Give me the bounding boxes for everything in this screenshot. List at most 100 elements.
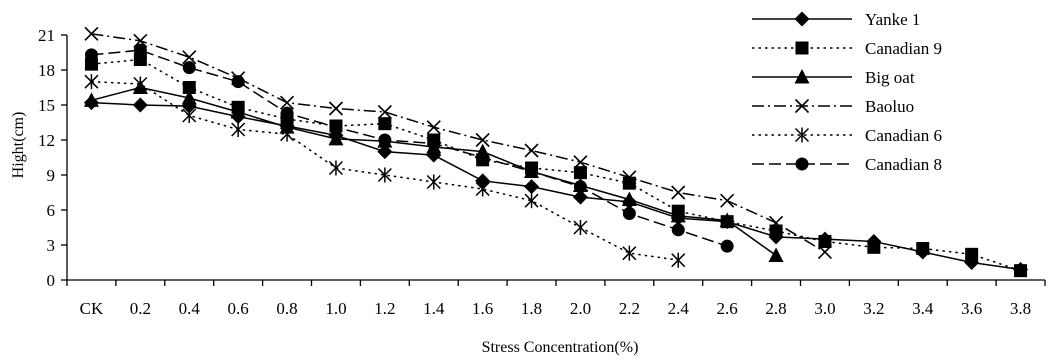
data-point [84, 48, 98, 62]
marker-stroke [328, 101, 344, 116]
data-point [84, 74, 99, 90]
data-point [133, 33, 148, 48]
chart-series [83, 26, 1029, 278]
x-tick-label: 3.6 [961, 299, 982, 318]
data-point [377, 144, 393, 160]
marker-stroke [182, 50, 197, 65]
y-tick-label: 12 [38, 131, 55, 150]
data-point [426, 174, 441, 190]
x-tick-label: 0.4 [179, 299, 201, 318]
data-point [795, 157, 809, 171]
data-point [573, 220, 588, 235]
data-point [279, 95, 295, 110]
legend-entry: Yanke 1 [752, 10, 920, 29]
legend-label: Big oat [865, 68, 915, 87]
series-baoluo [84, 26, 833, 260]
x-tick-label: 0.6 [228, 299, 249, 318]
marker-stroke [768, 215, 784, 230]
x-tick-label: 1.0 [325, 299, 346, 318]
data-point [768, 247, 784, 262]
data-point [573, 180, 587, 194]
data-point [719, 212, 735, 227]
data-point [621, 191, 637, 206]
y-tick-label: 9 [47, 166, 56, 185]
x-tick-label: 2.6 [717, 299, 738, 318]
data-point [182, 108, 197, 123]
data-point [795, 41, 809, 55]
data-point [475, 181, 490, 197]
marker-stroke [377, 104, 392, 120]
data-point [622, 245, 637, 261]
x-tick-label: 1.4 [423, 299, 445, 318]
data-point [794, 69, 810, 84]
marker-stroke [524, 143, 539, 158]
data-point [573, 166, 587, 180]
x-tick-label: 3.0 [814, 299, 835, 318]
series-line [91, 33, 826, 253]
data-point [965, 247, 979, 261]
legend-label: Baoluo [865, 97, 914, 116]
data-point [794, 11, 810, 27]
legend-label: Canadian 9 [865, 39, 942, 58]
data-point [720, 239, 734, 253]
x-tick-label: 2.8 [765, 299, 786, 318]
y-tick-label: 6 [47, 201, 56, 220]
data-point [377, 104, 392, 120]
data-point [769, 224, 783, 238]
y-axis-title: Hight(cm) [10, 112, 27, 179]
data-point [181, 90, 197, 105]
marker-stroke [133, 33, 148, 48]
data-point [524, 193, 539, 209]
data-point [818, 235, 832, 248]
data-point [133, 43, 147, 57]
data-point [867, 240, 881, 254]
data-point [182, 50, 197, 65]
marker-stroke [817, 244, 833, 260]
data-point [1014, 264, 1028, 278]
legend-entry: Big oat [752, 68, 915, 87]
data-point [84, 57, 98, 71]
data-point [328, 130, 344, 146]
data-point [671, 223, 685, 237]
data-point [622, 176, 636, 190]
data-point [794, 98, 810, 114]
legend-label: Canadian 8 [865, 155, 942, 174]
data-point [572, 189, 588, 205]
x-tick-label: 1.8 [521, 299, 542, 318]
data-point [794, 127, 810, 143]
marker-stroke [426, 120, 441, 135]
series-line [91, 101, 1021, 271]
data-point [622, 207, 636, 220]
x-tick-label: CK [80, 299, 104, 318]
data-point [916, 242, 930, 255]
data-point [426, 120, 441, 135]
y-tick-label: 18 [38, 61, 55, 80]
x-tick-label: 0.2 [130, 299, 151, 318]
data-point [817, 244, 833, 260]
data-point [476, 151, 490, 164]
legend-label: Canadian 6 [865, 126, 942, 145]
x-tick-label: 3.4 [912, 299, 934, 318]
legend-entry: Canadian 6 [752, 126, 942, 145]
marker-stroke [84, 26, 99, 41]
data-point [83, 92, 99, 107]
legend: Yanke 1 Canadian 9 Big oat Baoluo Canadian 6… [745, 2, 1015, 190]
marker-stroke [794, 98, 810, 114]
series-line [91, 58, 1021, 272]
y-tick-label: 15 [38, 96, 55, 115]
marker-stroke [279, 95, 295, 110]
data-point [378, 117, 392, 131]
x-tick-label: 1.6 [472, 299, 493, 318]
data-point [622, 170, 637, 185]
data-point [768, 215, 784, 230]
x-tick-label: 2.2 [619, 299, 640, 318]
legend-entry: Baoluo [752, 97, 914, 116]
data-point [671, 185, 686, 200]
data-point [133, 76, 148, 92]
data-point [670, 207, 686, 223]
data-point [427, 137, 441, 150]
x-tick-label: 2.4 [668, 299, 690, 318]
data-point [84, 26, 99, 41]
x-tick-label: 3.8 [1010, 299, 1031, 318]
